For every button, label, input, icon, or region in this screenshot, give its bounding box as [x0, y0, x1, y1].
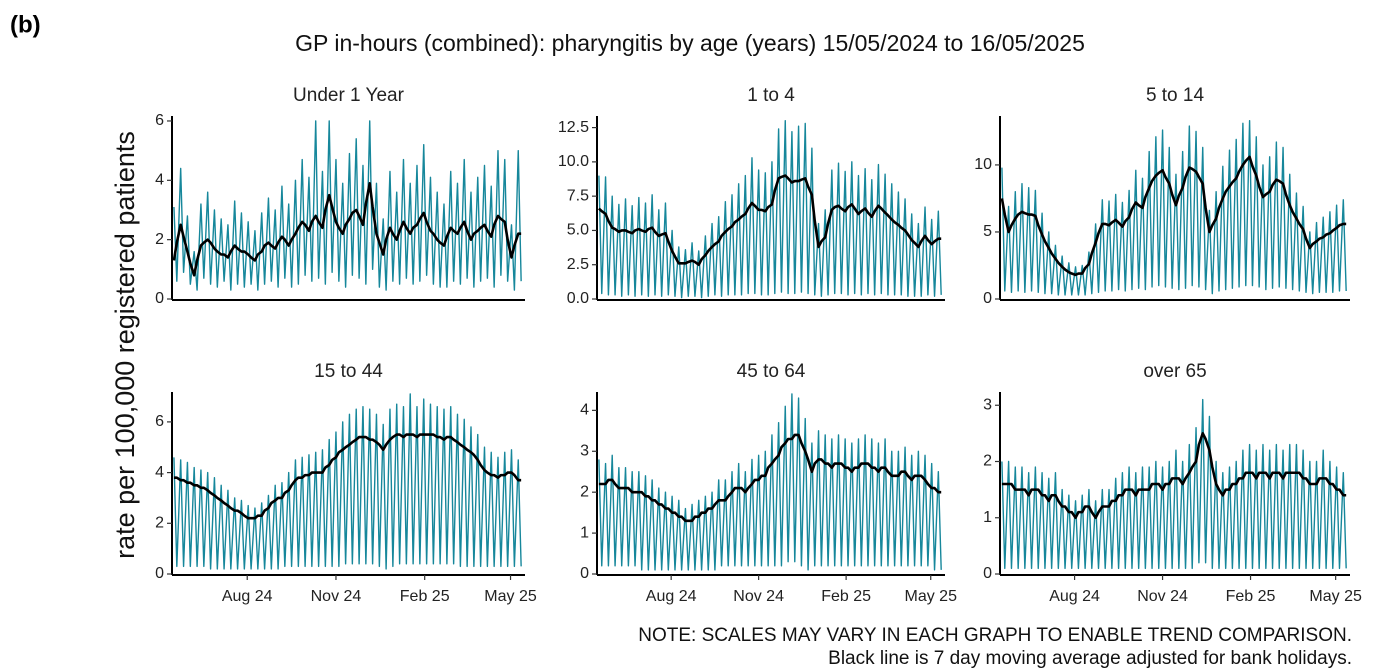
chart-title: GP in-hours (combined): pharyngitis by a…	[295, 30, 1085, 56]
y-tick-label: 0	[155, 565, 164, 582]
y-tick-label: 12.5	[558, 119, 589, 136]
daily-line	[173, 120, 522, 291]
y-tick-label: 6	[155, 413, 164, 430]
y-tick-label: 1	[983, 509, 992, 526]
daily-line	[598, 393, 942, 571]
moving-average-line	[173, 433, 522, 520]
moving-average-line	[1000, 155, 1347, 277]
daily-line	[173, 393, 522, 570]
moving-average-line	[172, 181, 522, 277]
x-tick-label: Feb 25	[1226, 588, 1276, 605]
y-tick-label: 2	[155, 231, 164, 248]
note: Black line is 7 day moving average adjus…	[828, 648, 1352, 669]
y-tick-label: 2	[580, 483, 589, 500]
y-tick-label: 0	[983, 290, 992, 307]
panel-title: 5 to 14	[1146, 85, 1205, 106]
y-tick-label: 0.0	[567, 290, 589, 307]
y-tick-label: 1	[580, 524, 589, 541]
daily-line	[1001, 119, 1347, 296]
moving-average-line	[1001, 432, 1347, 520]
y-tick-label: 5.0	[567, 222, 589, 239]
y-tick-label: 2.5	[567, 256, 589, 273]
daily-line	[1001, 398, 1347, 570]
panel-title: 45 to 64	[737, 361, 806, 382]
y-tick-label: 4	[155, 172, 164, 189]
x-tick-label: Feb 25	[821, 588, 871, 605]
y-tick-label: 0	[983, 565, 992, 582]
y-tick-label: 2	[155, 515, 164, 532]
x-tick-label: Feb 25	[400, 588, 450, 605]
panel-label: (b)	[10, 11, 41, 38]
y-tick-label: 4	[155, 464, 164, 481]
x-tick-label: Nov 24	[1137, 588, 1188, 605]
y-tick-label: 10.0	[558, 153, 589, 170]
y-tick-label: 3	[580, 442, 589, 459]
panel-title: 1 to 4	[747, 85, 795, 106]
y-tick-label: 2	[983, 453, 992, 470]
y-tick-label: 0	[155, 290, 164, 307]
y-tick-label: 7.5	[567, 187, 589, 204]
x-tick-label: May 25	[484, 588, 537, 605]
x-tick-label: Nov 24	[311, 588, 362, 605]
moving-average-line	[598, 433, 942, 523]
panel-title: 15 to 44	[314, 361, 383, 382]
y-tick-label: 6	[155, 112, 164, 129]
panel-title: Under 1 Year	[293, 85, 405, 106]
y-tick-label: 10	[974, 156, 992, 173]
y-tick-label: 5	[983, 223, 992, 240]
panel-title: over 65	[1143, 361, 1206, 382]
daily-line	[598, 120, 942, 299]
x-tick-label: Nov 24	[733, 588, 784, 605]
moving-average-line	[597, 174, 942, 267]
x-tick-label: Aug 24	[222, 588, 273, 605]
x-tick-label: Aug 24	[646, 588, 697, 605]
y-tick-label: 4	[580, 402, 589, 419]
x-tick-label: Aug 24	[1049, 588, 1100, 605]
x-tick-label: May 25	[1309, 588, 1362, 605]
y-tick-label: 3	[983, 396, 992, 413]
y-axis-label: rate per 100,000 registered patients	[110, 131, 140, 559]
y-tick-label: 0	[580, 565, 589, 582]
x-tick-label: May 25	[905, 588, 958, 605]
note: NOTE: SCALES MAY VARY IN EACH GRAPH TO E…	[638, 625, 1352, 646]
